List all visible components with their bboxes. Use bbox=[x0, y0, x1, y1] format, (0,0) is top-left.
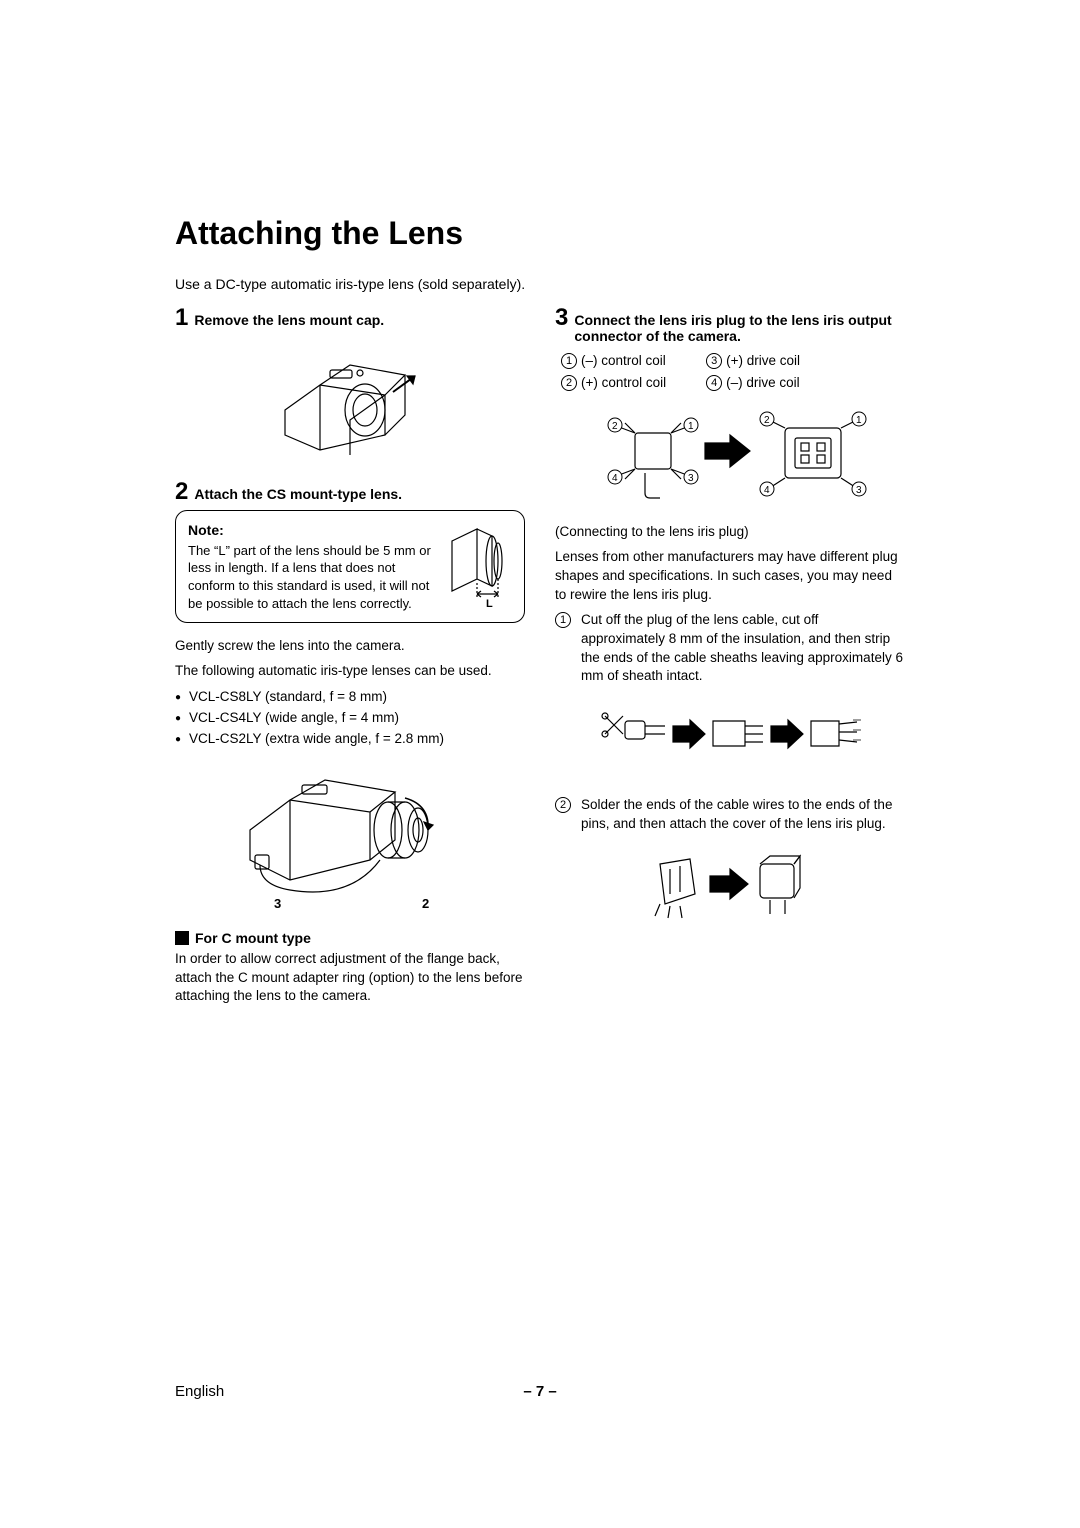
pin-2-label: (+) control coil bbox=[581, 375, 666, 390]
step-2-body2: The following automatic iris-type lenses… bbox=[175, 662, 525, 681]
step-1-number: 1 bbox=[175, 306, 188, 330]
note-text-block: Note: The “L” part of the lens should be… bbox=[188, 521, 432, 612]
camera-lens-attach-icon: 3 2 bbox=[230, 760, 470, 910]
connector-caption: (Connecting to the lens iris plug) bbox=[555, 523, 905, 542]
svg-text:4: 4 bbox=[612, 473, 618, 484]
solder-plug-icon bbox=[640, 844, 820, 924]
page-title: Attaching the Lens bbox=[175, 215, 905, 252]
left-column: 1 Remove the lens mount cap. bbox=[175, 306, 525, 1012]
step-2-body1: Gently screw the lens into the camera. bbox=[175, 637, 525, 656]
svg-text:3: 3 bbox=[856, 485, 862, 496]
pin-1-marker: 1 bbox=[561, 353, 577, 369]
step-2-heading: 2 Attach the CS mount-type lens. bbox=[175, 480, 525, 504]
connector-illustration: 2 1 4 3 2 1 4 3 bbox=[555, 403, 905, 503]
pin-1-label: (–) control coil bbox=[581, 353, 666, 368]
step-1-illustration bbox=[175, 340, 525, 460]
enum-1-text: Cut off the plug of the lens cable, cut … bbox=[581, 611, 905, 687]
right-column: 3 Connect the lens iris plug to the lens… bbox=[555, 306, 905, 1012]
step-1-title: Remove the lens mount cap. bbox=[194, 312, 384, 328]
step-2-number: 2 bbox=[175, 480, 188, 504]
c-mount-text: In order to allow correct adjustment of … bbox=[175, 950, 525, 1007]
svg-text:1: 1 bbox=[688, 421, 694, 432]
illus-label-3: 3 bbox=[274, 896, 281, 910]
pin-col-left: 1 (–) control coil 2 (+) control coil bbox=[561, 350, 666, 393]
two-column-layout: 1 Remove the lens mount cap. bbox=[175, 306, 905, 1012]
camera-cap-icon bbox=[265, 340, 435, 460]
pin-3-label: (+) drive coil bbox=[726, 353, 800, 368]
lens-item: VCL-CS2LY (extra wide angle, f = 2.8 mm) bbox=[175, 729, 525, 750]
svg-text:4: 4 bbox=[764, 485, 770, 496]
step-2-title: Attach the CS mount-type lens. bbox=[194, 486, 402, 502]
step-3-number: 3 bbox=[555, 306, 568, 330]
page-footer: English – 7 – bbox=[175, 1383, 905, 1400]
pin-2-marker: 2 bbox=[561, 375, 577, 391]
step-3-heading: 3 Connect the lens iris plug to the lens… bbox=[555, 306, 905, 344]
lens-item: VCL-CS8LY (standard, f = 8 mm) bbox=[175, 687, 525, 708]
cable-strip-illustration bbox=[555, 696, 905, 776]
pin-3-marker: 3 bbox=[706, 353, 722, 369]
footer-language: English bbox=[175, 1383, 224, 1400]
c-mount-title: For C mount type bbox=[195, 930, 311, 946]
step-3-title: Connect the lens iris plug to the lens i… bbox=[574, 312, 905, 344]
intro-text: Use a DC-type automatic iris-type lens (… bbox=[175, 276, 905, 292]
step-2-illustration: 3 2 bbox=[175, 760, 525, 910]
step-1-heading: 1 Remove the lens mount cap. bbox=[175, 306, 525, 330]
cable-strip-icon bbox=[595, 696, 865, 776]
lens-item: VCL-CS4LY (wide angle, f = 4 mm) bbox=[175, 708, 525, 729]
solder-illustration bbox=[555, 844, 905, 924]
svg-text:3: 3 bbox=[688, 473, 694, 484]
illus-label-2: 2 bbox=[422, 896, 429, 910]
enum-2: 2 Solder the ends of the cable wires to … bbox=[555, 796, 905, 834]
lens-L-icon: L bbox=[442, 521, 512, 611]
pin-assignment-grid: 1 (–) control coil 2 (+) control coil 3 (+)… bbox=[561, 350, 905, 393]
enum-2-text: Solder the ends of the cable wires to th… bbox=[581, 796, 905, 834]
lens-list: VCL-CS8LY (standard, f = 8 mm) VCL-CS4LY… bbox=[175, 687, 525, 750]
svg-text:1: 1 bbox=[856, 415, 862, 426]
other-manufacturers-text: Lenses from other manufacturers may have… bbox=[555, 548, 905, 605]
pin-4-marker: 4 bbox=[706, 375, 722, 391]
page-content: Attaching the Lens Use a DC-type automat… bbox=[175, 215, 905, 1012]
L-label: L bbox=[486, 598, 493, 610]
enum-2-marker: 2 bbox=[555, 797, 571, 813]
square-bullet-icon bbox=[175, 931, 189, 945]
footer-page-number: – 7 – bbox=[523, 1383, 556, 1400]
note-label: Note: bbox=[188, 521, 432, 540]
enum-1-marker: 1 bbox=[555, 612, 571, 628]
c-mount-heading: For C mount type bbox=[175, 930, 525, 946]
pin-4-label: (–) drive coil bbox=[726, 375, 800, 390]
pin-col-right: 3 (+) drive coil 4 (–) drive coil bbox=[706, 350, 800, 393]
enum-1: 1 Cut off the plug of the lens cable, cu… bbox=[555, 611, 905, 687]
svg-text:2: 2 bbox=[612, 421, 618, 432]
note-box: Note: The “L” part of the lens should be… bbox=[175, 510, 525, 623]
svg-text:2: 2 bbox=[764, 415, 770, 426]
note-body: The “L” part of the lens should be 5 mm … bbox=[188, 543, 431, 611]
connector-icon: 2 1 4 3 2 1 4 3 bbox=[585, 403, 875, 503]
